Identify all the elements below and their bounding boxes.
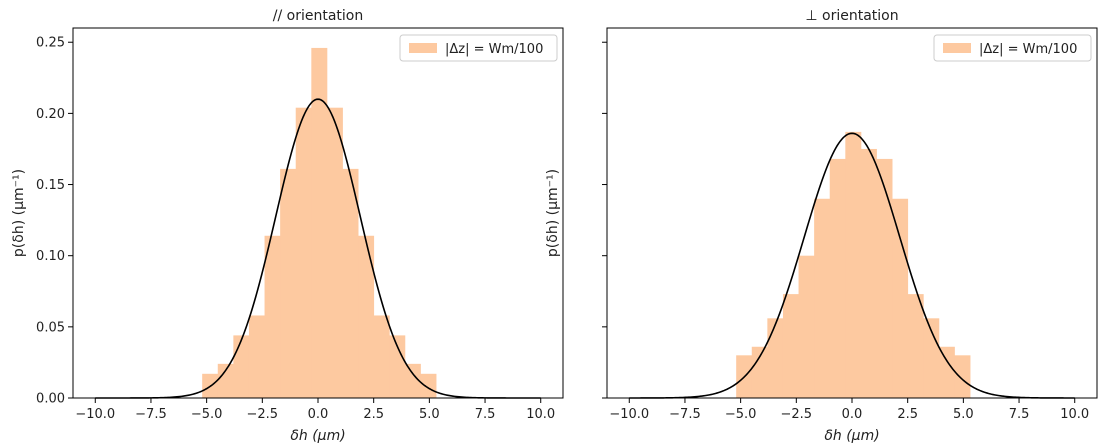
right-x-tick-label: −10.0 bbox=[609, 407, 649, 422]
left-y-ticks: 0.00 0.05 0.10 0.15 0.20 0.25 bbox=[36, 36, 73, 407]
right-histogram-bar bbox=[860, 148, 877, 398]
right-histogram-bar bbox=[892, 198, 909, 398]
right-histogram-bar bbox=[782, 294, 799, 398]
right-histogram-bar bbox=[767, 318, 784, 398]
right-histogram-bar bbox=[798, 255, 815, 398]
left-x-ticks: −10.0 −7.5 −5.0 −2.5 0.0 2.5 5.0 7.5 10.0 bbox=[75, 398, 555, 422]
right-legend-box bbox=[933, 34, 1092, 62]
right-y-ticks bbox=[602, 41, 607, 399]
left-gaussian-fit-line bbox=[95, 98, 541, 399]
left-y-tick-label: 0.20 bbox=[36, 107, 65, 122]
right-x-tick-label: 10.0 bbox=[1060, 407, 1089, 422]
left-x-tick-label: 10.0 bbox=[526, 407, 555, 422]
left-x-tick-label: −5.0 bbox=[191, 407, 223, 422]
right-histogram-bar bbox=[845, 131, 862, 398]
left-legend: |Δz| = Wm/100 bbox=[399, 34, 558, 62]
right-histogram-bar bbox=[876, 158, 893, 398]
left-y-tick-label: 0.15 bbox=[36, 178, 65, 193]
right-x-axis-label: δh (µm) bbox=[824, 428, 879, 444]
left-y-tick-label: 0.00 bbox=[36, 392, 65, 407]
right-histogram-bars bbox=[736, 131, 971, 398]
right-x-tick-label: −5.0 bbox=[725, 407, 757, 422]
right-y-axis-label: p(δh) (µm⁻¹) bbox=[545, 169, 561, 257]
left-x-tick-label: −10.0 bbox=[75, 407, 115, 422]
left-histogram-bar bbox=[404, 363, 421, 398]
left-x-tick-label: −7.5 bbox=[135, 407, 167, 422]
right-chart-title: ⊥ orientation bbox=[805, 8, 898, 24]
left-histogram-bar bbox=[264, 235, 281, 398]
left-histogram-bar bbox=[342, 168, 359, 398]
left-x-tick-label: 2.5 bbox=[363, 407, 384, 422]
left-chart-title: // orientation bbox=[273, 8, 363, 24]
right-x-tick-label: −7.5 bbox=[669, 407, 701, 422]
left-x-tick-label: 0.0 bbox=[308, 407, 329, 422]
left-histogram-bar bbox=[373, 315, 390, 398]
right-legend-swatch bbox=[943, 43, 971, 53]
right-legend-label: |Δz| = Wm/100 bbox=[979, 42, 1077, 57]
left-histogram-bar bbox=[389, 335, 406, 398]
left-histogram-bar bbox=[217, 363, 234, 398]
left-histogram-bar bbox=[311, 47, 328, 399]
left-histogram-bars bbox=[202, 47, 437, 399]
left-legend-label: |Δz| = Wm/100 bbox=[445, 42, 543, 57]
left-histogram-bar bbox=[295, 107, 312, 398]
left-histogram-bar bbox=[248, 315, 265, 398]
right-histogram-bar bbox=[954, 355, 971, 398]
left-x-tick-label: −2.5 bbox=[247, 407, 279, 422]
left-y-tick-label: 0.25 bbox=[36, 36, 65, 51]
left-y-tick-label: 0.05 bbox=[36, 320, 65, 335]
right-gaussian-fit-line bbox=[629, 132, 1075, 399]
left-x-axis-label: δh (µm) bbox=[290, 428, 345, 444]
right-chart-panel: −10.0 −7.5 −5.0 −2.5 0.0 2.5 5.0 7.5 10.0 ⊥ orie… bbox=[545, 8, 1098, 444]
right-x-tick-label: 7.5 bbox=[1009, 407, 1030, 422]
left-histogram-bar bbox=[326, 107, 343, 398]
left-histogram-bar bbox=[420, 373, 437, 398]
left-legend-box bbox=[399, 34, 558, 62]
left-histogram-bar bbox=[358, 235, 375, 398]
right-x-tick-label: −2.5 bbox=[781, 407, 813, 422]
left-x-label-text: δh (µm) bbox=[290, 428, 345, 444]
left-histogram-bar bbox=[280, 168, 297, 398]
left-y-axis-label: p(δh) (µm⁻¹) bbox=[11, 169, 27, 257]
right-x-tick-label: 0.0 bbox=[842, 407, 863, 422]
right-histogram-bar bbox=[751, 346, 768, 398]
right-histogram-bar bbox=[814, 198, 831, 398]
left-legend-swatch bbox=[409, 43, 437, 53]
left-x-tick-label: 5.0 bbox=[419, 407, 440, 422]
right-x-tick-label: 2.5 bbox=[897, 407, 918, 422]
left-histogram-bar bbox=[233, 335, 250, 398]
right-histogram-bar bbox=[829, 158, 846, 398]
right-x-ticks: −10.0 −7.5 −5.0 −2.5 0.0 2.5 5.0 7.5 10.0 bbox=[609, 398, 1089, 422]
left-y-tick-label: 0.10 bbox=[36, 249, 65, 264]
right-x-tick-label: 5.0 bbox=[953, 407, 974, 422]
right-x-label-text: δh (µm) bbox=[824, 428, 879, 444]
right-histogram-bar bbox=[907, 294, 924, 398]
right-legend: |Δz| = Wm/100 bbox=[933, 34, 1092, 62]
left-chart-panel: −10.0 −7.5 −5.0 −2.5 0.0 2.5 5.0 7.5 10.0 0.000.… bbox=[11, 8, 564, 444]
right-histogram-bar bbox=[938, 346, 955, 398]
left-x-tick-label: 7.5 bbox=[475, 407, 496, 422]
